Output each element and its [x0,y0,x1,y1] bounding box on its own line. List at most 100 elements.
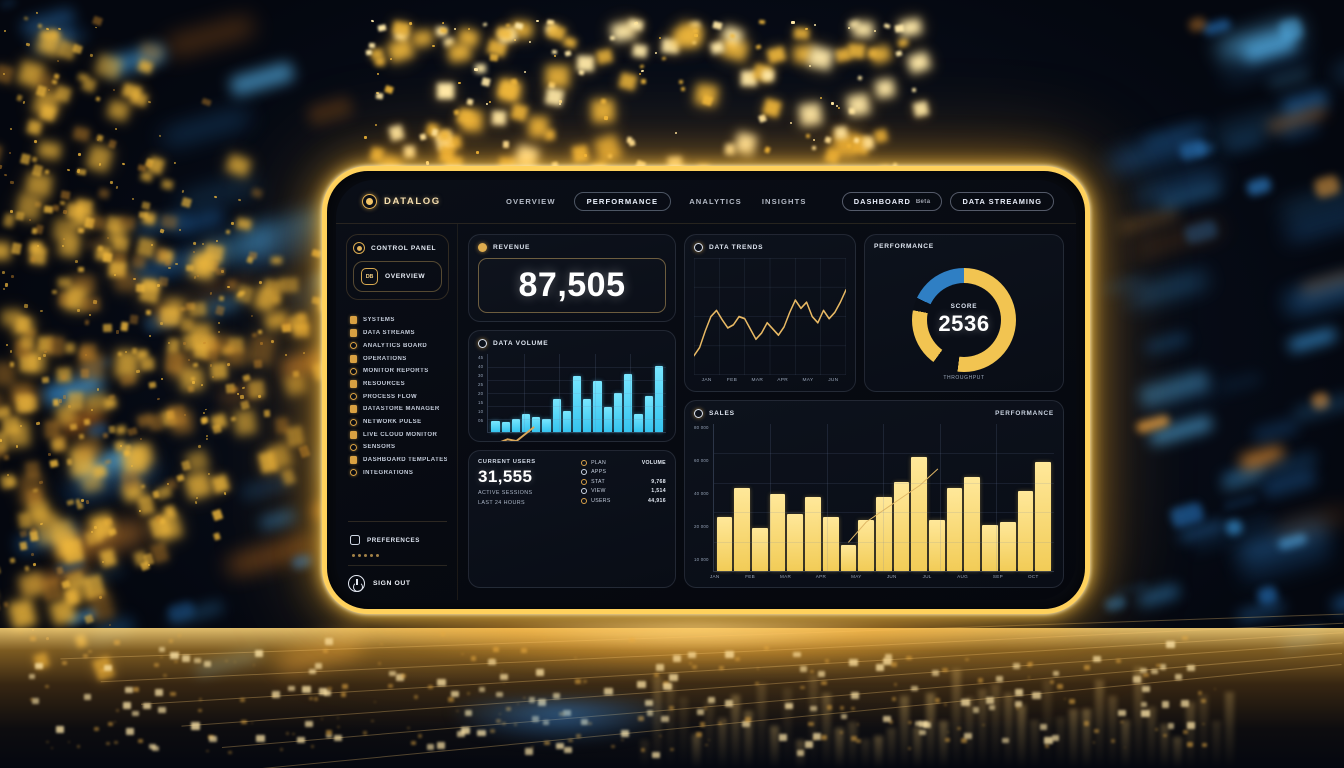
gold-voxel [544,87,564,106]
floor-reflection-speck [492,647,499,653]
floor-light-column [900,696,909,768]
floor-reflection-speck [520,648,527,654]
floor-reflection-speck [107,721,114,726]
floor-light-column [822,692,831,768]
bar [491,420,500,432]
floor-reflection-speck [1140,667,1147,673]
floor-reflection-speck [906,655,912,660]
sidebar-item-4[interactable]: MONITOR REPORTS [350,367,447,375]
floor-reflection-speck [718,665,724,670]
floor-reflection-speck [113,720,117,723]
floor-light-column [1173,737,1182,768]
chart-icon [478,339,487,348]
sidebar-item-6[interactable]: PROCESS FLOW [350,393,447,401]
gold-voxel [29,242,43,253]
floor-reflection-speck [826,705,833,710]
gold-voxel [758,19,765,25]
sidebar-item-8[interactable]: NETWORK PULSE [350,418,447,426]
floor-reflection-speck [470,656,477,661]
floor-reflection-speck [198,698,202,701]
nav-link-2[interactable]: ANALYTICS [689,197,742,206]
floor-reflection-speck [488,658,496,665]
sidebar-item-label: RESOURCES [363,380,406,387]
square-icon [350,379,357,388]
gold-voxel [368,42,375,48]
nav-action-0[interactable]: DASHBOARD Beta [841,192,943,211]
sidebar-item-0[interactable]: SYSTEMS [350,316,447,324]
sidebar-item-11[interactable]: DASHBOARD TEMPLATES [350,456,447,465]
floor-reflection-speck [851,736,857,741]
gold-voxel [25,171,53,197]
sidebar-item-7[interactable]: DATASTORE MANAGER [350,405,447,414]
sidebar-item-9[interactable]: LIVE CLOUD MONITOR [350,430,447,439]
cyan-bar-plot: 45 40 30 25 20 15 10 05 [478,354,666,441]
gold-voxel [80,343,96,360]
sign-out-button[interactable]: SIGN OUT [348,565,447,592]
cyan-chart-title: DATA VOLUME [493,340,549,347]
x-tick: MAR [779,574,792,579]
gold-voxel [658,36,662,39]
gold-voxel [84,319,89,325]
gold-voxel [80,498,84,502]
gold-voxel [874,78,896,99]
floor-reflection-speck [883,658,893,666]
donut-center: SCORE 2536 [927,282,1001,357]
floor-reflection-speck [884,653,893,660]
floor-reflection-speck [1092,741,1096,744]
gridline-v [559,354,561,432]
gold-voxel [197,444,201,449]
floor-reflection-speck [820,735,827,740]
floor-light-column [1121,719,1130,768]
bar [734,488,751,571]
gold-voxel [491,110,507,126]
sidebar-item-3[interactable]: OPERATIONS [350,354,447,363]
nav-link-3[interactable]: INSIGHTS [761,197,807,206]
floor-reflection-speck [116,709,120,712]
x-tick: MAY [851,574,862,579]
gold-voxel [26,500,51,524]
sidebar-item-2[interactable]: ANALYTICS BOARD [350,342,447,350]
gold-voxel [148,334,152,337]
nav-link-1[interactable]: PERFORMANCE [573,192,672,211]
x-tick: JAN [709,574,720,579]
circle-icon [350,443,357,451]
sidebar-item-label: PROCESS FLOW [363,393,418,400]
square-icon [350,316,357,324]
sidebar-item-10[interactable]: SENSORS [350,443,447,451]
floor-reflection-speck [378,662,382,665]
gold-voxel [31,156,37,163]
floor-reflection-speck [437,678,446,686]
main-content: REVENUE 87,505 DATA VOLUME 45 40 [458,224,1076,600]
floor-light-column [1095,679,1104,768]
sidebar-item-overview[interactable]: DB OVERVIEW [353,261,442,292]
kpi-title: REVENUE [493,244,531,251]
floor-light-column [939,721,948,768]
gold-voxel [179,367,205,391]
floor-reflection-speck [337,725,341,728]
bar [769,493,786,571]
sidebar-item-preferences[interactable]: PREFERENCES [348,530,447,550]
floor-reflection-speck [182,655,191,662]
sidebar-item-label: SENSORS [363,444,396,451]
sidebar-item-5[interactable]: RESOURCES [350,379,447,388]
gridline-h [713,482,1054,484]
stat-value: VOLUME [641,460,666,466]
stats-wrap: CURRENT USERS 31,555 ACTIVE SESSIONS LAS… [478,459,666,579]
nav-action-sub: Beta [915,198,931,205]
nav-action-1[interactable]: DATA STREAMING [950,192,1054,211]
gold-voxel [186,264,195,271]
sidebar-item-12[interactable]: INTEGRATIONS [350,469,447,477]
floor-light-column [718,718,727,768]
brand-logo[interactable]: DATALOG [362,194,470,209]
gold-voxel [102,323,112,332]
gold-voxel [47,452,51,457]
gold-voxel [122,449,131,457]
donut-wrap: SCORE 2536 THROUGHPUT [874,256,1054,383]
stat-row: STAT 9,768 [581,478,666,485]
gold-voxel [15,394,33,414]
nav-link-0[interactable]: OVERVIEW [506,197,556,206]
floor-reflection-speck [724,700,733,707]
gold-voxel [62,395,66,400]
sidebar-item-1[interactable]: DATA STREAMS [350,329,447,338]
bar [593,381,602,432]
